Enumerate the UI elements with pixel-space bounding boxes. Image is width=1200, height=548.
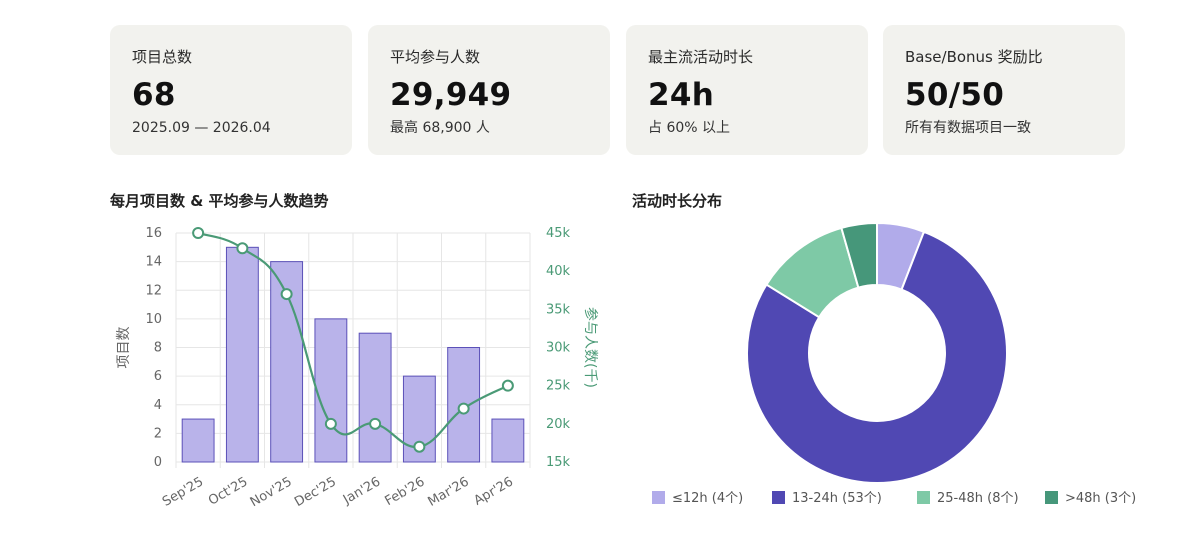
legend-swatch-3 bbox=[1045, 491, 1058, 504]
bar-chart-title: 每月项目数 & 平均参与人数趋势 bbox=[110, 192, 329, 210]
x-tick-label: Nov'25 bbox=[248, 474, 295, 510]
donut-slice-1 bbox=[746, 230, 1008, 484]
bar-Jan'26 bbox=[358, 332, 392, 463]
stat-value: 50/50 bbox=[905, 77, 1005, 113]
participants-line bbox=[197, 231, 509, 448]
line-point-Mar'26 bbox=[457, 402, 470, 415]
y-tick-label: 0 bbox=[154, 455, 162, 470]
legend-swatch-2 bbox=[917, 491, 930, 504]
bar-Sep'25 bbox=[181, 418, 215, 463]
y2-tick-label: 25k bbox=[546, 379, 571, 394]
stat-sub: 占 60% 以上 bbox=[648, 120, 731, 136]
y-axis-label: 项目数 bbox=[116, 327, 132, 369]
bar-Oct'25 bbox=[225, 246, 259, 463]
stat-label: 最主流活动时长 bbox=[648, 48, 754, 66]
bar-Dec'25 bbox=[314, 318, 348, 463]
y-tick-label: 2 bbox=[154, 426, 162, 441]
stat-value: 29,949 bbox=[390, 77, 512, 113]
legend-label-1: 13-24h (53个) bbox=[792, 491, 882, 506]
y-tick-label: 8 bbox=[154, 341, 162, 356]
x-tick-label: Feb'26 bbox=[383, 474, 428, 509]
legend-swatch-1 bbox=[772, 491, 785, 504]
legend-label-2: 25-48h (8个) bbox=[937, 491, 1019, 506]
stat-card-main-duration: 最主流活动时长 24h 占 60% 以上 bbox=[626, 25, 868, 155]
x-tick-label: Sep'25 bbox=[160, 474, 206, 509]
y-tick-label: 12 bbox=[145, 283, 162, 298]
bar-Nov'25 bbox=[270, 261, 304, 463]
monthly-combo-chart: 0 2 4 6 8 10 12 14 16 15k 20k 25k 30k 35k 40k 45k Sep'25… bbox=[116, 226, 599, 510]
donut-slice-3 bbox=[840, 221, 878, 289]
donut-chart-title: 活动时长分布 bbox=[632, 192, 723, 210]
stat-label: Base/Bonus 奖励比 bbox=[905, 48, 1043, 66]
line-point-Jan'26 bbox=[369, 417, 382, 430]
legend-label-0: ≤12h (4个) bbox=[672, 491, 743, 506]
y2-tick-label: 20k bbox=[546, 417, 571, 432]
y2-tick-label: 35k bbox=[546, 302, 571, 317]
line-point-Apr'26 bbox=[501, 379, 514, 392]
stat-card-total-projects: 项目总数 68 2025.09 — 2026.04 bbox=[110, 25, 352, 155]
y-tick-label: 14 bbox=[145, 255, 162, 270]
y-tick-label: 6 bbox=[154, 369, 162, 384]
stat-value: 24h bbox=[648, 77, 715, 113]
stat-label: 平均参与人数 bbox=[390, 48, 481, 66]
y-tick-label: 16 bbox=[145, 226, 162, 241]
stat-card-avg-participants: 平均参与人数 29,949 最高 68,900 人 bbox=[368, 25, 610, 155]
stat-label: 项目总数 bbox=[132, 48, 193, 66]
stat-card-reward-ratio: Base/Bonus 奖励比 50/50 所有有数据项目一致 bbox=[883, 25, 1125, 155]
stat-cards: 项目总数 68 2025.09 — 2026.04 平均参与人数 29,949 … bbox=[110, 25, 1125, 155]
x-tick-label: Dec'25 bbox=[292, 474, 339, 510]
y2-tick-label: 30k bbox=[546, 341, 571, 356]
line-point-Sep'25 bbox=[192, 227, 205, 239]
x-tick-label: Mar'26 bbox=[425, 474, 471, 509]
line-point-Oct'25 bbox=[236, 242, 249, 255]
duration-donut-chart: ≤12h (4个) 13-24h (53个) 25-48h (8个) >48h (3个… bbox=[652, 221, 1136, 506]
y2-tick-label: 15k bbox=[546, 455, 571, 470]
stat-sub: 最高 68,900 人 bbox=[390, 120, 490, 136]
y2-axis-label: 参与人数(千) bbox=[582, 307, 599, 388]
legend-swatch-0 bbox=[652, 491, 665, 504]
line-point-Feb'26 bbox=[413, 440, 426, 453]
y2-tick-label: 45k bbox=[546, 226, 571, 241]
x-tick-label: Jan'26 bbox=[340, 474, 383, 508]
x-tick-label: Apr'26 bbox=[471, 474, 515, 508]
line-point-Nov'25 bbox=[280, 288, 293, 301]
stat-sub: 所有有数据项目一致 bbox=[905, 120, 1031, 136]
line-point-Dec'25 bbox=[324, 417, 337, 430]
stat-sub: 2025.09 — 2026.04 bbox=[132, 120, 271, 136]
y-tick-label: 10 bbox=[145, 312, 162, 327]
stat-value: 68 bbox=[132, 77, 176, 113]
x-tick-label: Oct'25 bbox=[206, 474, 250, 508]
y-tick-label: 4 bbox=[154, 398, 162, 413]
y2-tick-label: 40k bbox=[546, 264, 571, 279]
legend-label-3: >48h (3个) bbox=[1065, 491, 1136, 506]
bar-Apr'26 bbox=[491, 418, 525, 463]
